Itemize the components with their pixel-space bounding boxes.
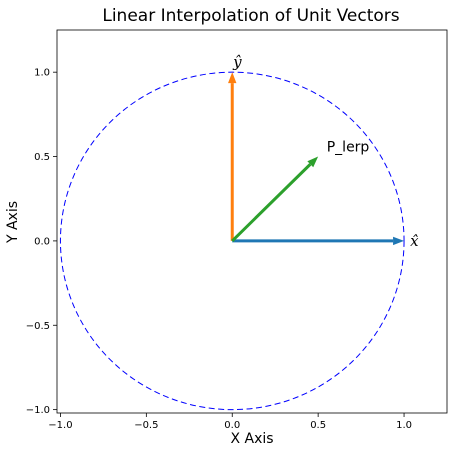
vector-label-2: ŷ — [232, 53, 242, 71]
vector-arrowhead-2 — [228, 72, 237, 84]
vector-label-3: P_lerp — [327, 139, 370, 155]
y-tick-label: 1.0 — [34, 68, 50, 79]
chart-marks: x̂ ŷ P_lerp — [59, 53, 419, 411]
vector-arrowhead-1 — [393, 236, 405, 246]
vector-arrowhead-3 — [307, 156, 319, 168]
y-axis-label: Y Axis — [5, 201, 21, 244]
y-tick-label: −0.5 — [26, 321, 50, 332]
vector-label-1: x̂ — [410, 232, 419, 250]
y-tick-label: 0.0 — [34, 236, 50, 247]
chart-title: Linear Interpolation of Unit Vectors — [102, 6, 399, 26]
y-tick-label: 0.5 — [34, 152, 50, 163]
x-tick-label: −0.5 — [134, 420, 158, 431]
vector-shaft-3 — [231, 163, 312, 242]
y-tick-label: −1.0 — [26, 405, 50, 416]
x-tick-label: 0.5 — [310, 420, 326, 431]
x-tick-label: 1.0 — [396, 420, 412, 431]
x-tick-label: 0.0 — [224, 420, 240, 431]
x-axis-label: X Axis — [230, 431, 273, 447]
axis-ticks: −1.0 −0.5 0.0 0.5 1.0 −1.0 −0.5 0.0 0.5 1.0 — [26, 68, 412, 431]
x-tick-label: −1.0 — [48, 420, 72, 431]
